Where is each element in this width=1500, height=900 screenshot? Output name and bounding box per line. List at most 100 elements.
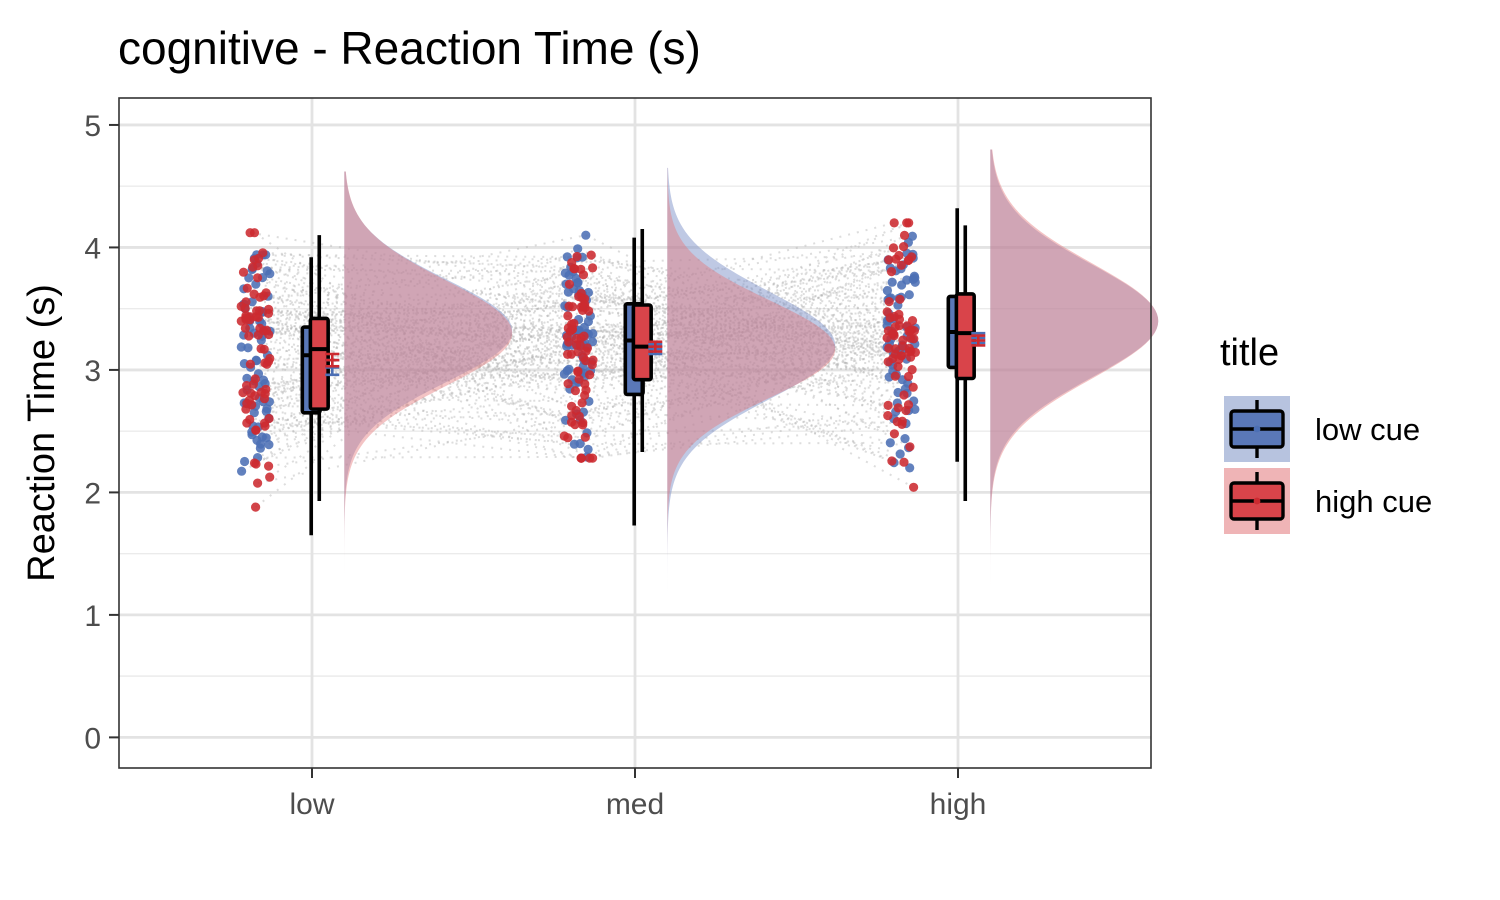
chart-title: cognitive - Reaction Time (s) [118,22,701,74]
data-point [885,313,895,323]
data-point [573,366,583,376]
connecting-line [567,353,895,435]
x-tick-label-low: low [289,788,334,821]
data-point [567,401,577,411]
data-point [570,420,580,430]
y-tick-label: 3 [84,355,101,388]
data-point [899,457,909,467]
data-point [253,273,263,283]
connecting-line [576,349,900,416]
connecting-line [256,253,571,269]
connecting-line [246,273,584,424]
connecting-line [262,276,593,343]
legend-key-point [1253,425,1261,433]
data-point [251,459,261,469]
data-point [258,375,269,385]
legend-item-low-cue: low cue [1224,396,1420,462]
data-point [245,359,255,369]
data-point [241,404,251,414]
data-point [238,388,248,398]
data-point [904,326,914,336]
connecting-line [243,287,566,422]
data-point [577,398,587,408]
connecting-line [586,350,902,357]
legend-title: title [1220,332,1279,374]
connecting-line [266,410,575,446]
data-point [587,360,597,370]
data-point [910,273,920,283]
data-point [245,414,255,425]
data-point [883,411,893,421]
y-axis: 0 1 2 3 4 5 [84,110,119,755]
box-body [308,316,330,411]
data-point [576,453,586,463]
connecting-line [585,234,908,395]
boxplot-high-cue-low [308,235,330,501]
legend-label: low cue [1315,412,1420,447]
data-point [905,442,915,452]
connecting-line [570,266,896,272]
data-point [883,400,893,410]
jitter-points [236,218,921,512]
connecting-line [590,254,911,340]
connecting-line [586,297,900,348]
data-point [583,316,594,327]
data-point [563,349,573,359]
data-point [908,382,918,392]
data-point [884,343,894,353]
connecting-line [582,255,912,312]
data-point [251,502,261,512]
data-point [255,292,265,302]
data-point [570,264,580,274]
data-point [564,270,574,280]
data-point [894,354,904,365]
data-point [572,251,582,262]
connecting-line [257,264,579,373]
connecting-line [264,361,580,381]
density-high-cue-low [344,171,513,601]
data-point [899,230,910,240]
data-point [585,370,595,380]
data-point [580,432,590,442]
x-tick-label-med: med [606,788,664,821]
connecting-line [576,316,891,340]
data-point [582,343,593,353]
data-point [885,438,895,448]
legend-key-point [1253,497,1261,505]
density-high-cue-high [990,149,1159,598]
connecting-line [243,247,579,404]
data-point [253,478,263,488]
data-point [894,250,904,261]
connecting-line [245,307,577,332]
data-point [262,404,272,414]
legend-item-high-cue: high cue [1224,468,1432,534]
data-point [260,421,270,431]
connecting-line [258,334,584,424]
data-point [563,287,574,297]
data-point [883,357,893,367]
connecting-line [563,241,909,376]
data-point [902,275,912,285]
mean-high-cue-med [648,340,663,353]
y-tick-label: 2 [84,477,101,510]
mean-markers [325,331,986,377]
data-point [578,270,589,280]
connecting-line [255,283,589,336]
connecting-line [251,371,582,436]
data-point [889,218,899,228]
data-point [571,340,582,350]
data-point [260,358,270,368]
connecting-line [571,264,902,408]
data-point [887,277,897,287]
data-point [580,303,590,313]
connecting-line [251,315,591,434]
connecting-line [268,312,581,347]
connecting-line [582,347,910,426]
connecting-line [583,356,899,361]
data-point [904,218,914,228]
data-point [242,381,252,391]
connecting-line [254,291,589,335]
data-point [899,242,909,252]
data-point [586,250,596,260]
